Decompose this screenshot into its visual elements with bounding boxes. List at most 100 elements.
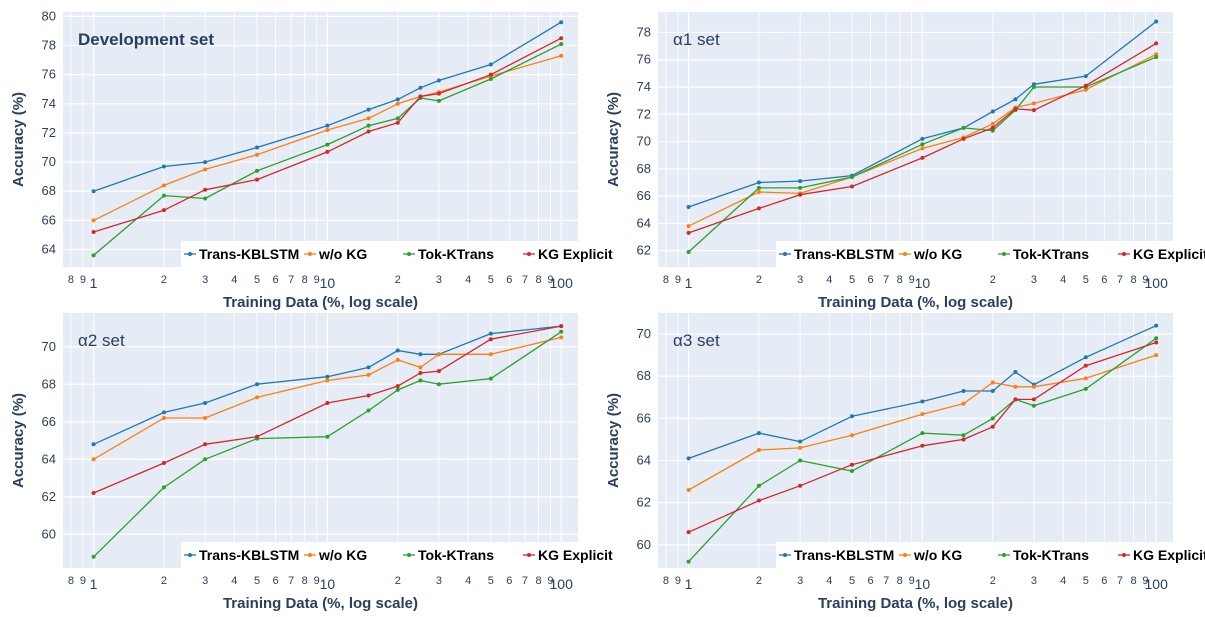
y-tick-label: 64 [42,242,56,257]
x-tick-label: 4 [231,575,237,587]
data-point-trans-kblstm [961,388,966,393]
legend-swatch-marker [527,553,531,557]
legend-item-trans-kblstm[interactable]: Trans-KBLSTM [184,547,299,563]
x-axis-title: Training Data (%, log scale) [223,294,418,311]
x-tick-label: 8 [535,575,541,587]
data-point-kg-explicit [1013,397,1018,402]
x-tick-label: 1 [90,576,98,592]
y-tick-label: 78 [42,38,56,53]
legend-label: w/o KG [913,547,962,563]
data-point-w-o-kg [798,445,803,450]
y-tick-label: 66 [637,188,651,203]
data-point-trans-kblstm [1154,19,1159,24]
legend-item-w-o-kg[interactable]: w/o KG [304,246,367,262]
y-tick-label: 64 [637,215,651,230]
data-point-tok-ktrans [798,458,803,463]
x-tick-label: 7 [522,575,528,587]
legend-label: KG Explicit [538,547,613,563]
x-tick-label: 4 [1060,274,1066,286]
data-point-w-o-kg [436,352,441,357]
legend-item-tok-ktrans[interactable]: Tok-KTrans [998,547,1089,563]
y-tick-label: 74 [42,96,56,111]
data-point-tok-ktrans [686,559,691,564]
legend-item-w-o-kg[interactable]: w/o KG [304,547,367,563]
data-point-kg-explicit [1083,363,1088,368]
legend-item-kg-explicit[interactable]: KG Explicit [1118,547,1205,563]
x-tick-label: 9 [675,274,681,286]
legend-item-tok-ktrans[interactable]: Tok-KTrans [403,246,494,262]
data-point-kg-explicit [488,337,493,342]
y-tick-label: 70 [637,326,651,341]
legend-item-trans-kblstm[interactable]: Trans-KBLSTM [779,246,894,262]
data-point-tok-ktrans [990,416,995,421]
legend-swatch-marker [1002,252,1006,256]
data-point-w-o-kg [1031,384,1036,389]
data-point-trans-kblstm [395,348,400,353]
data-point-trans-kblstm [850,414,855,419]
data-point-trans-kblstm [920,136,925,141]
legend-item-tok-ktrans[interactable]: Tok-KTrans [998,246,1089,262]
x-tick-label: 100 [1145,275,1169,291]
x-tick-label: 5 [849,274,855,286]
x-tick-label: 6 [506,274,512,286]
data-point-trans-kblstm [1083,74,1088,79]
data-point-tok-ktrans [395,116,400,121]
data-point-tok-ktrans [1031,85,1036,89]
x-tick-label: 4 [826,274,832,286]
data-point-trans-kblstm [798,179,803,184]
data-point-tok-ktrans [436,98,441,103]
data-point-kg-explicit [756,498,761,503]
data-point-kg-explicit [395,384,400,389]
y-axis-title: Accuracy (%) [10,393,27,488]
x-tick-label: 9 [314,274,320,286]
legend-swatch-marker [308,252,312,256]
x-tick-label: 5 [488,274,494,286]
x-tick-label: 8 [897,274,903,286]
y-axis-title: Accuracy (%) [605,393,622,488]
legend-item-trans-kblstm[interactable]: Trans-KBLSTM [184,246,299,262]
legend-swatch-marker [308,553,312,557]
legend-item-w-o-kg[interactable]: w/o KG [899,547,962,563]
data-point-trans-kblstm [1013,370,1018,375]
data-point-trans-kblstm [418,85,423,90]
legend-item-kg-explicit[interactable]: KG Explicit [523,246,613,262]
data-point-kg-explicit [161,461,166,465]
x-tick-label: 1 [685,576,693,592]
x-tick-label: 6 [272,274,278,286]
x-axis-title: Training Data (%, log scale) [223,595,418,612]
data-point-kg-explicit [1154,41,1159,46]
data-point-kg-explicit [559,36,564,41]
data-point-w-o-kg [91,218,96,223]
data-point-w-o-kg [1031,101,1036,106]
x-tick-label: 9 [1142,575,1148,587]
x-tick-label: 5 [849,575,855,587]
legend-swatch-marker [527,252,531,256]
legend-swatch-marker [407,252,411,256]
data-point-w-o-kg [559,53,564,58]
data-point-kg-explicit [436,369,441,374]
data-point-trans-kblstm [756,180,761,185]
x-tick-label: 7 [522,274,528,286]
x-tick-label: 8 [663,575,669,587]
x-tick-label: 6 [867,575,873,587]
legend-item-w-o-kg[interactable]: w/o KG [899,246,962,262]
legend-item-kg-explicit[interactable]: KG Explicit [1118,246,1205,262]
data-point-trans-kblstm [798,439,803,444]
data-point-w-o-kg [686,488,691,493]
data-point-kg-explicit [366,393,371,398]
x-tick-label: 7 [288,274,294,286]
x-tick-label: 10 [320,275,336,291]
legend-item-kg-explicit[interactable]: KG Explicit [523,547,613,563]
x-tick-label: 2 [395,274,401,286]
data-point-kg-explicit [798,483,803,488]
x-tick-label: 8 [302,274,308,286]
data-point-kg-explicit [920,443,925,448]
data-point-w-o-kg [686,224,691,229]
x-tick-label: 4 [1060,575,1066,587]
legend-item-trans-kblstm[interactable]: Trans-KBLSTM [779,547,894,563]
data-point-kg-explicit [436,91,441,96]
y-tick-label: 70 [42,339,56,354]
data-point-tok-ktrans [756,185,761,190]
legend-item-tok-ktrans[interactable]: Tok-KTrans [403,547,494,563]
